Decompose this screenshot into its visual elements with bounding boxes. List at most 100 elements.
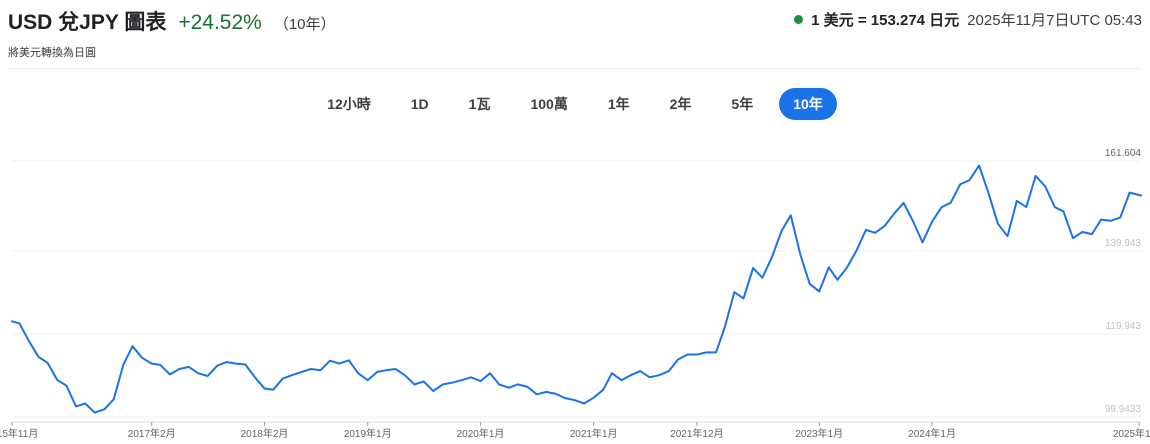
- data-point: [329, 360, 331, 362]
- data-point: [903, 202, 905, 204]
- tab-1d[interactable]: 1D: [410, 96, 429, 112]
- data-point: [959, 183, 961, 185]
- data-point: [1062, 210, 1064, 212]
- data-point: [620, 379, 623, 381]
- y-tick-label: 119.943: [1106, 321, 1142, 332]
- data-point: [1044, 185, 1046, 187]
- data-point: [855, 250, 858, 252]
- data-point: [338, 363, 340, 365]
- x-tick-label: 2021年1月: [570, 427, 618, 440]
- data-point: [526, 386, 529, 388]
- data-point: [574, 399, 576, 401]
- data-point: [921, 241, 924, 243]
- data-point: [75, 405, 77, 407]
- data-point: [319, 369, 321, 371]
- x-tick-label: 2025年11月: [1113, 427, 1150, 440]
- data-point: [413, 383, 415, 385]
- tab-5y[interactable]: 5年: [731, 96, 754, 112]
- data-point: [113, 398, 115, 400]
- data-point: [159, 364, 161, 366]
- page-title: USD 兌JPY 圖表: [8, 11, 167, 34]
- data-point: [555, 393, 557, 395]
- data-point: [931, 221, 933, 223]
- data-point: [761, 277, 764, 279]
- data-point: [423, 380, 425, 383]
- y-tick-label: 161.604: [1105, 148, 1142, 159]
- data-point: [84, 402, 86, 405]
- tab-1m[interactable]: 100萬: [530, 96, 568, 112]
- tab-2y[interactable]: 2年: [669, 96, 692, 112]
- data-point: [46, 362, 49, 364]
- data-point: [828, 266, 830, 268]
- data-point: [874, 232, 876, 234]
- data-point: [103, 408, 105, 410]
- data-point: [658, 374, 660, 376]
- data-point: [968, 179, 971, 181]
- data-point: [836, 279, 839, 281]
- x-tick-label: 2019年1月: [344, 427, 392, 440]
- tab-12h[interactable]: 12小時: [327, 96, 371, 112]
- data-point: [818, 290, 820, 292]
- range-tabs: 12小時 1D 1瓦 100萬 1年 2年 5年 10年: [0, 88, 1150, 120]
- data-point: [687, 353, 689, 356]
- data-point: [630, 374, 632, 376]
- series-line[interactable]: [11, 164, 1142, 414]
- data-point: [394, 368, 397, 370]
- data-point: [235, 363, 237, 365]
- subtitle: 將美元轉換為日圓: [8, 47, 96, 59]
- data-point: [536, 393, 538, 395]
- data-point: [724, 326, 726, 329]
- tab-1w[interactable]: 1瓦: [468, 96, 491, 112]
- rate-info: 1 美元 = 153.274 日元 2025年11月7日UTC 05:43: [794, 9, 1142, 30]
- header-divider: [8, 68, 1142, 69]
- data-point: [65, 385, 67, 387]
- data-point: [649, 376, 651, 378]
- data-point: [348, 359, 350, 361]
- data-point: [941, 206, 943, 208]
- data-point: [696, 353, 698, 356]
- data-point: [385, 369, 387, 371]
- tab-1y[interactable]: 1年: [607, 96, 630, 112]
- data-point: [639, 370, 641, 372]
- data-point: [517, 383, 519, 385]
- data-point: [1119, 216, 1121, 219]
- data-point: [178, 368, 180, 370]
- data-point: [18, 322, 20, 324]
- data-point: [1081, 231, 1083, 233]
- data-point: [705, 351, 708, 353]
- data-point: [479, 380, 482, 382]
- x-tick-label: 2021年12月: [670, 427, 723, 440]
- data-point: [188, 366, 190, 368]
- data-point: [715, 351, 717, 353]
- data-point: [225, 361, 228, 363]
- data-point: [564, 397, 566, 399]
- data-point: [498, 383, 500, 385]
- data-point: [508, 387, 510, 389]
- data-point: [442, 383, 444, 385]
- data-point: [742, 297, 745, 299]
- tab-10y[interactable]: 10年: [779, 88, 837, 120]
- data-point: [301, 371, 303, 373]
- data-point: [470, 376, 472, 378]
- data-point: [733, 291, 735, 293]
- data-point: [593, 397, 595, 399]
- data-point: [94, 412, 96, 414]
- data-point: [1054, 206, 1056, 208]
- data-point: [978, 165, 980, 167]
- data-point: [367, 379, 369, 381]
- data-point: [141, 357, 143, 359]
- data-point: [752, 267, 754, 269]
- x-tick-label: 2018年2月: [241, 427, 289, 440]
- data-point: [216, 365, 218, 367]
- data-point: [310, 368, 312, 370]
- data-point: [602, 389, 604, 391]
- data-point: [38, 356, 40, 358]
- data-point: [11, 320, 13, 322]
- rate-timestamp: 2025年11月7日UTC 05:43: [967, 12, 1142, 29]
- data-point: [950, 202, 952, 204]
- data-point: [244, 363, 246, 366]
- change-percent: +24.52%: [178, 11, 262, 34]
- data-point: [461, 379, 463, 381]
- data-point: [668, 370, 670, 372]
